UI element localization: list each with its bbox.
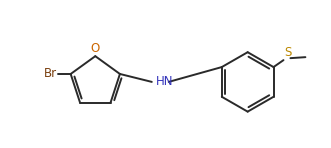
- Text: HN: HN: [156, 75, 173, 88]
- Text: Br: Br: [44, 67, 57, 81]
- Text: O: O: [91, 42, 100, 55]
- Text: S: S: [284, 46, 292, 59]
